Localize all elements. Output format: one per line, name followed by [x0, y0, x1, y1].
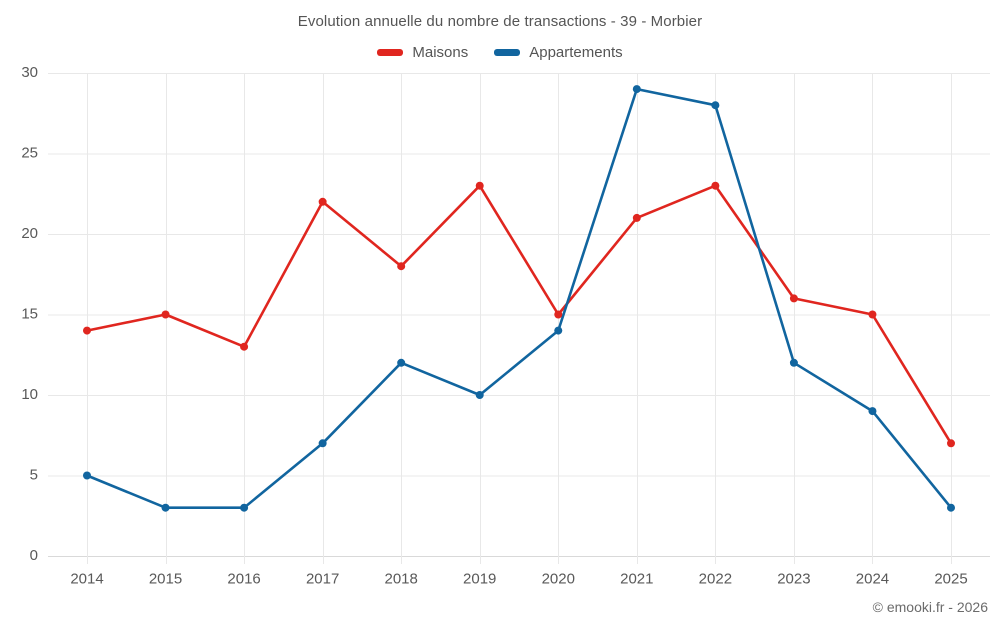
y-tick-label-30: 30 [21, 64, 38, 81]
y-tick-label-25: 25 [21, 144, 38, 161]
data-point-appartements-2025[interactable] [947, 503, 955, 512]
legend-item-appartements[interactable]: Appartements [494, 44, 623, 61]
series-line-maisons [85, 184, 953, 445]
y-tick-label-0: 0 [30, 547, 38, 564]
data-point-maisons-2025[interactable] [947, 439, 955, 448]
y-tick-label-15: 15 [21, 305, 38, 322]
x-tick-label-2021: 2021 [620, 570, 653, 587]
x-tick-label-2022: 2022 [699, 570, 732, 587]
data-point-maisons-2020[interactable] [554, 310, 563, 319]
x-tick-label-2018: 2018 [384, 570, 417, 587]
chart-legend: Maisons Appartements [0, 44, 1000, 61]
data-point-maisons-2018[interactable] [397, 262, 406, 271]
x-tick-label-2014: 2014 [70, 570, 103, 587]
data-point-appartements-2019[interactable] [475, 391, 484, 399]
legend-swatch-appartements [494, 49, 521, 56]
data-point-maisons-2024[interactable] [868, 310, 877, 319]
data-point-appartements-2022[interactable] [711, 101, 720, 110]
chart-title: Evolution annuelle du nombre de transact… [297, 13, 703, 30]
x-tick-label-2015: 2015 [149, 570, 182, 587]
x-tick-label-2020: 2020 [542, 570, 575, 587]
data-point-appartements-2016[interactable] [240, 503, 249, 512]
x-tick-label-2025: 2025 [934, 570, 967, 587]
legend-swatch-maisons [377, 49, 404, 56]
copyright-footer: © emooki.fr - 2026 [872, 599, 988, 615]
data-point-maisons-2023[interactable] [789, 294, 798, 303]
data-point-appartements-2023[interactable] [789, 358, 798, 367]
legend-label-maisons: Maisons [412, 44, 469, 61]
x-tick-label-2024: 2024 [856, 570, 889, 587]
data-point-maisons-2022[interactable] [711, 181, 720, 190]
data-point-appartements-2015[interactable] [161, 503, 170, 512]
data-point-maisons-2019[interactable] [475, 181, 484, 190]
data-point-appartements-2017[interactable] [318, 439, 327, 448]
x-tick-label-2019: 2019 [463, 570, 496, 587]
y-tick-label-20: 20 [21, 225, 38, 242]
x-tick-label-2023: 2023 [777, 570, 810, 587]
data-point-appartements-2020[interactable] [554, 326, 563, 335]
x-tick-label-2016: 2016 [227, 570, 260, 587]
data-point-maisons-2015[interactable] [161, 310, 170, 319]
data-point-appartements-2014[interactable] [83, 471, 91, 480]
legend-item-maisons[interactable]: Maisons [377, 44, 468, 61]
data-point-maisons-2017[interactable] [318, 197, 327, 206]
y-tick-label-5: 5 [30, 466, 38, 483]
data-point-maisons-2016[interactable] [240, 342, 249, 351]
series-line-appartements [85, 87, 953, 510]
data-point-maisons-2014[interactable] [83, 326, 91, 335]
data-point-appartements-2018[interactable] [397, 358, 406, 367]
y-tick-label-10: 10 [21, 386, 38, 403]
data-point-maisons-2021[interactable] [632, 213, 641, 222]
data-point-appartements-2021[interactable] [632, 85, 641, 94]
data-point-appartements-2024[interactable] [868, 407, 877, 416]
legend-label-appartements: Appartements [529, 44, 623, 61]
x-tick-label-2017: 2017 [306, 570, 339, 587]
